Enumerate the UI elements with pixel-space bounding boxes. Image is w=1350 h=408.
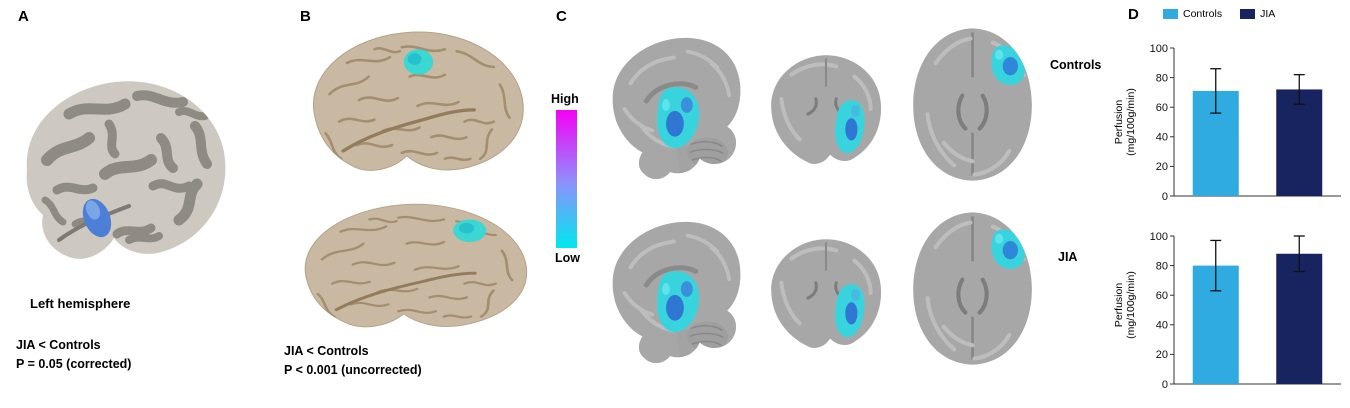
panel-b-stat-contrast: JIA < Controls bbox=[284, 344, 369, 358]
panel-a-stat-contrast: JIA < Controls bbox=[16, 338, 101, 352]
svg-text:40: 40 bbox=[1156, 132, 1168, 144]
panel-b-label: B bbox=[300, 8, 311, 25]
svg-text:80: 80 bbox=[1156, 260, 1168, 272]
panel-d-label: D bbox=[1128, 6, 1139, 23]
colorbar-low-label: Low bbox=[555, 251, 580, 265]
slice-sagittal-controls bbox=[597, 26, 745, 184]
svg-text:0: 0 bbox=[1162, 191, 1168, 203]
panel-b-stat-threshold: P < 0.001 (uncorrected) bbox=[284, 363, 422, 377]
bar-chart-top-ylabel: Perfusion (mg/100g/min) bbox=[1113, 42, 1138, 202]
slice-coronal-jia bbox=[757, 226, 894, 358]
legend-item-controls: Controls bbox=[1163, 8, 1222, 20]
bar-chart-bottom-ylabel: Perfusion (mg/100g/min) bbox=[1113, 225, 1138, 385]
slice-sagittal-jia bbox=[597, 210, 745, 368]
svg-text:60: 60 bbox=[1156, 102, 1168, 114]
brain-b-top-surface bbox=[300, 16, 535, 192]
panel-a-cluster bbox=[82, 198, 112, 238]
svg-text:100: 100 bbox=[1150, 43, 1168, 55]
ylabel-line-1: Perfusion bbox=[1113, 282, 1125, 328]
bar-chart-bottom: 0 20 40 60 80 100 bbox=[1150, 231, 1341, 391]
bar-chart-top: 0 20 40 60 80 100 bbox=[1150, 43, 1341, 203]
panel-a-caption: Left hemisphere bbox=[30, 296, 131, 311]
ylabel-line-1: Perfusion bbox=[1113, 99, 1125, 145]
legend-swatch-controls bbox=[1163, 9, 1178, 19]
colorbar-high-label: High bbox=[551, 92, 579, 106]
brain-a-inflated-surface bbox=[26, 81, 226, 259]
svg-text:0: 0 bbox=[1162, 379, 1168, 391]
slice-axial-controls bbox=[903, 20, 1041, 189]
panel-a-label: A bbox=[18, 8, 29, 25]
chart-legend: Controls JIA bbox=[1163, 8, 1275, 20]
panel-c-row-label-jia: JIA bbox=[1058, 250, 1078, 264]
ylabel-line-2: (mg/100g/min) bbox=[1124, 88, 1137, 156]
panel-c-label: C bbox=[556, 8, 567, 25]
svg-text:100: 100 bbox=[1150, 231, 1168, 243]
legend-label-jia: JIA bbox=[1260, 8, 1276, 20]
slice-axial-jia bbox=[903, 204, 1041, 373]
svg-text:60: 60 bbox=[1156, 290, 1168, 302]
panel-b-bottom-cluster bbox=[453, 219, 487, 242]
svg-text:20: 20 bbox=[1156, 349, 1168, 361]
sulci-pattern bbox=[41, 90, 212, 244]
panel-b-top-cluster bbox=[403, 49, 434, 75]
ylabel-line-2: (mg/100g/min) bbox=[1124, 271, 1137, 339]
svg-text:80: 80 bbox=[1156, 72, 1168, 84]
svg-text:20: 20 bbox=[1156, 161, 1168, 173]
brain-b-bottom-surface bbox=[291, 190, 539, 346]
legend-label-controls: Controls bbox=[1183, 8, 1223, 20]
legend-item-jia: JIA bbox=[1240, 8, 1275, 20]
slice-coronal-controls bbox=[757, 42, 894, 174]
svg-text:40: 40 bbox=[1156, 320, 1168, 332]
legend-swatch-jia bbox=[1240, 9, 1256, 19]
panel-a-stat-threshold: P = 0.05 (corrected) bbox=[16, 357, 132, 371]
colorbar bbox=[556, 110, 577, 248]
panel-c-row-label-controls: Controls bbox=[1050, 58, 1102, 72]
